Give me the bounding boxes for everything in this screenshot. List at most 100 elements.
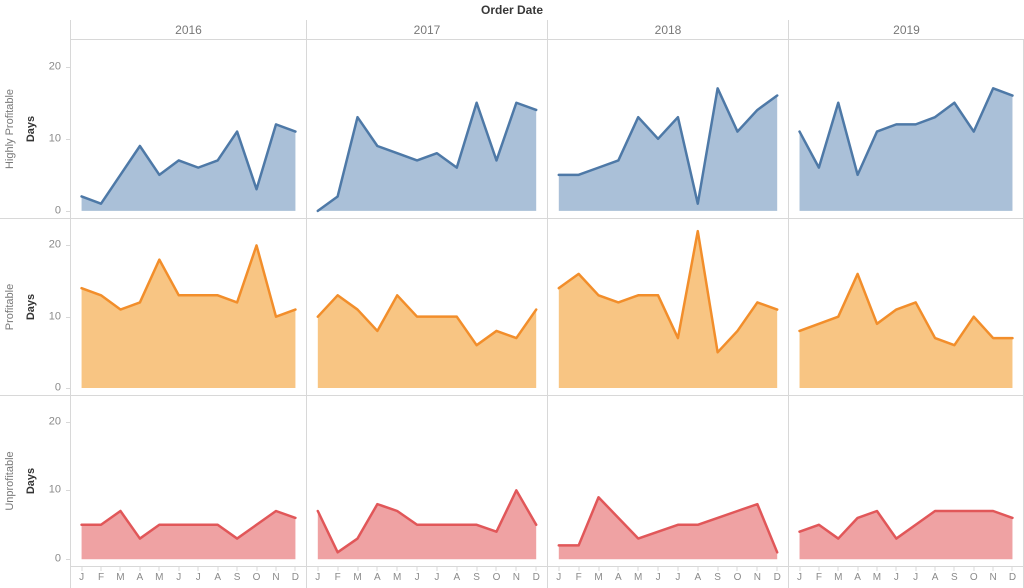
month-tick [256,567,258,571]
month-tick-label: J [176,572,182,583]
month-tick [275,567,277,571]
month-tick-label: D [1008,572,1017,583]
area-chart-highly-profitable-2016[interactable] [70,40,306,218]
month-tick-label: M [834,572,843,583]
month-tick-label: J [434,572,440,583]
month-tick [857,567,859,571]
month-tick [558,567,560,571]
area-line [800,274,1013,345]
month-tick [416,567,418,571]
area-chart-unprofitable-2016[interactable] [70,395,306,566]
month-tick [158,567,160,571]
area-svg [789,40,1023,211]
month-tick-label: A [931,572,939,583]
month-tick-label: A [214,572,221,583]
month-tick [515,567,517,571]
month-tick [717,567,719,571]
area-chart-profitable-2017[interactable] [306,218,547,395]
month-tick [337,567,339,571]
chart-title: Order Date [480,3,544,17]
month-tick [317,567,319,571]
area-fill [81,511,296,560]
y-axis-tick [66,559,70,561]
month-tick [895,567,897,571]
area-svg [71,396,306,560]
y-tick-label: 20 [48,415,61,427]
area-svg [71,219,306,388]
area-line [800,88,1013,175]
month-tick-label: A [453,572,461,583]
month-tick [756,567,758,571]
month-tick [876,567,878,571]
area-chart-profitable-2018[interactable] [547,218,788,395]
month-tick-label: A [615,572,622,583]
y-tick-label: 10 [48,132,61,145]
area-svg [71,40,306,211]
area-svg [548,219,788,388]
area-line [800,511,1013,539]
row-gutter-highly-profitable: Highly Profitable Days 0 10 20 [0,40,70,218]
month-tick [376,567,378,571]
y-axis-tick [66,490,70,492]
area-chart-unprofitable-2019[interactable] [788,395,1024,566]
y-tick-label: 0 [54,204,61,217]
area-chart-profitable-2019[interactable] [788,218,1024,395]
month-tick-label: J [556,572,562,583]
month-tick [476,567,478,571]
month-tick-label: A [374,572,381,583]
month-tick-label: J [655,572,661,583]
month-tick [217,567,219,571]
month-tick-label: N [753,572,761,583]
month-tick-label: A [854,572,861,583]
month-tick-label: M [872,572,882,583]
y-tick-label: 10 [48,310,61,323]
month-tick-label: D [291,572,300,583]
area-chart-unprofitable-2017[interactable] [306,395,547,566]
area-line [559,497,777,552]
area-fill [558,88,778,211]
area-svg [307,40,547,218]
month-tick-label: N [512,572,520,583]
month-tick-label: J [79,572,85,583]
row-gutter-unprofitable: Unprofitable Days 0 10 20 [0,395,70,566]
month-tick [436,567,438,571]
month-tick-label: N [989,572,997,583]
month-tick [837,567,839,571]
month-tick-label: J [675,572,681,583]
column-header-2019: 2019 [788,20,1024,40]
area-svg [548,40,788,211]
month-tick [736,567,738,571]
y-axis-title: Days [25,293,37,321]
month-tick [677,567,679,571]
area-line [82,511,296,539]
y-tick-label: 0 [54,552,61,565]
area-fill [799,88,1013,211]
month-tick [617,567,619,571]
area-chart-highly-profitable-2018[interactable] [547,40,788,218]
month-tick-label: O [252,572,261,583]
area-chart-highly-profitable-2017[interactable] [306,40,547,218]
month-tick [197,567,199,571]
month-tick-label: O [733,572,742,583]
month-tick-label: D [773,572,781,583]
month-tick-label: S [951,572,958,583]
area-fill [558,231,778,388]
area-chart-highly-profitable-2019[interactable] [788,40,1024,218]
area-line [318,103,536,211]
month-tick [973,567,975,571]
y-axis-tick [66,387,70,389]
area-chart-unprofitable-2018[interactable] [547,395,788,566]
area-fill [799,511,1013,560]
month-tick [992,567,994,571]
area-line [559,231,777,352]
month-tick-label: M [634,572,643,583]
month-tick-label: O [969,572,978,583]
month-tick [119,567,121,571]
month-tick-label: J [195,572,201,583]
month-tick [578,567,580,571]
area-chart-profitable-2016[interactable] [70,218,306,395]
month-axis-spacer [0,566,70,588]
month-tick [178,567,180,571]
month-tick-label: F [97,572,105,583]
